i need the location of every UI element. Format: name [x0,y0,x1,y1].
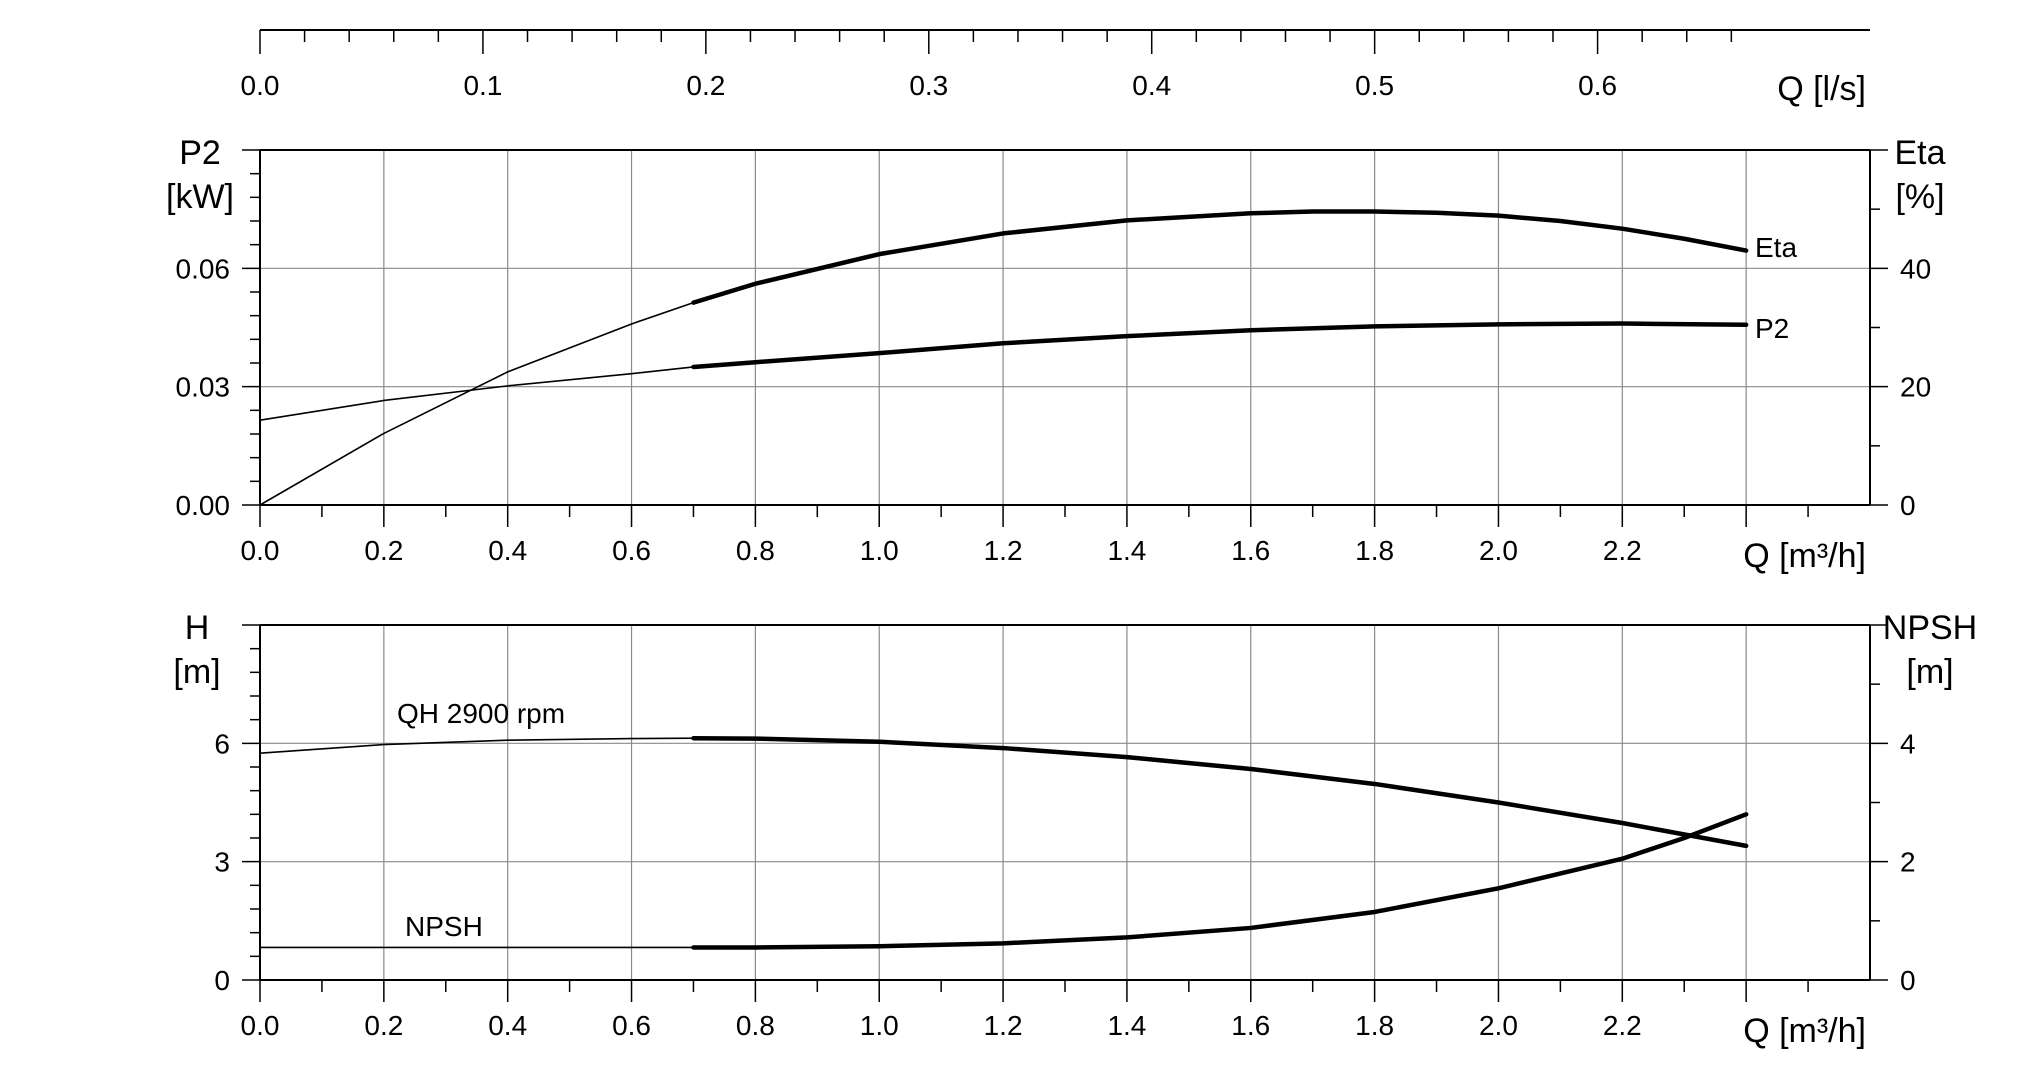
x-tick-label: 1.8 [1355,535,1394,566]
left-axis-unit: [kW] [166,178,234,216]
right-tick-label: 40 [1900,253,1931,284]
series-qh-2900-rpm-thick [691,735,1749,849]
x-tick-label: 2.0 [1479,1010,1518,1041]
right-tick-label: 2 [1900,847,1916,878]
left-tick-label: 3 [214,847,230,878]
left-tick-label: 6 [214,728,230,759]
right-tick-label: 0 [1900,490,1916,521]
series-label-npsh: NPSH [405,911,483,942]
x-tick-label: 0.2 [364,535,403,566]
x-tick-label: 1.0 [860,535,899,566]
series-qh-2900-rpm-thin [259,737,694,754]
x-tick-label: 1.6 [1231,1010,1270,1041]
x-tick-label: 2.0 [1479,535,1518,566]
x-tick-label: 1.2 [984,535,1023,566]
x-tick-label: 2.2 [1603,1010,1642,1041]
series-eta-thick [691,209,1749,305]
x-tick-label: 2.2 [1603,535,1642,566]
top-flow-axis: 0.0 0.1 0.2 0.3 0.4 0.5 0.6 Q [l/s] [241,29,1870,108]
top-tick-label: 0.5 [1355,70,1394,101]
x-axis-label: Q [m³/h] [1743,537,1866,575]
top-tick-label: 0.3 [909,70,948,101]
right-axis-label: Eta [1894,134,1945,172]
left-tick-label: 0 [214,965,230,996]
left-axis-label: H [185,609,210,647]
x-tick-label: 0.0 [241,535,280,566]
top-tick-label: 0.2 [686,70,725,101]
right-axis-label: NPSH [1883,609,1977,647]
x-tick-label: 0.6 [612,1010,651,1041]
x-tick-label: 1.0 [860,1010,899,1041]
series-p2-thick [691,321,1749,370]
left-axis-label: P2 [179,134,221,172]
left-tick-label: 0.03 [176,372,231,403]
top-tick-label: 0.1 [463,70,502,101]
series-p2-thin [259,366,694,421]
top-tick-label: 0.0 [241,70,280,101]
x-tick-label: 1.2 [984,1010,1023,1041]
left-axis-unit: [m] [173,653,220,691]
x-tick-label: 0.6 [612,535,651,566]
head-npsh-panel: 0.0 0.2 0.4 0.6 0.8 1.0 1.2 1.4 1.6 1.8 2.0 2.2 Q [m… [173,609,1977,1050]
x-tick-label: 0.8 [736,535,775,566]
x-tick-label: 1.6 [1231,535,1270,566]
left-tick-label: 0.00 [176,490,231,521]
x-tick-label: 0.2 [364,1010,403,1041]
top-tick-label: 0.6 [1578,70,1617,101]
top-x-axis-label: Q [l/s] [1777,70,1866,108]
right-axis-unit: [m] [1906,653,1953,691]
x-tick-label: 1.4 [1107,1010,1146,1041]
top-tick-label: 0.4 [1132,70,1171,101]
series-label-p2: P2 [1755,313,1789,344]
series-eta-thin [259,301,694,506]
series-label-qh-2900-rpm: QH 2900 rpm [397,698,565,729]
right-axis-unit: [%] [1895,178,1944,216]
series-npsh-thick [691,812,1749,950]
series-label-eta: Eta [1755,232,1797,263]
x-tick-label: 0.0 [241,1010,280,1041]
x-tick-label: 1.8 [1355,1010,1394,1041]
power-efficiency-panel: 0.0 0.2 0.4 0.6 0.8 1.0 1.2 1.4 1.6 1.8 2.0 2.2 Q [m… [166,134,1946,575]
right-tick-label: 0 [1900,965,1916,996]
x-tick-label: 0.8 [736,1010,775,1041]
x-tick-label: 0.4 [488,535,527,566]
right-tick-label: 20 [1900,372,1931,403]
left-tick-label: 0.06 [176,253,231,284]
x-tick-label: 0.4 [488,1010,527,1041]
right-tick-label: 4 [1900,728,1916,759]
x-tick-label: 1.4 [1107,535,1146,566]
x-axis-label: Q [m³/h] [1743,1012,1866,1050]
